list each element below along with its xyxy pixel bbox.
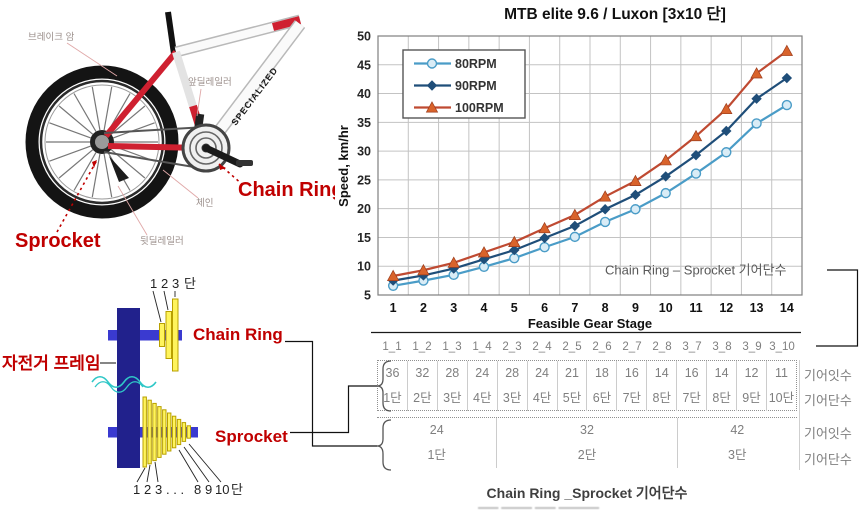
sprocket-digit: . . . bbox=[166, 482, 184, 497]
rear-derailleur-label: 뒷딜레일러 bbox=[140, 235, 184, 247]
brake-arm-label: 브레이크 암 bbox=[28, 31, 75, 43]
x-tick-label: 9 bbox=[632, 301, 639, 315]
y-tick-label: 25 bbox=[357, 173, 371, 187]
legend-label: 80RPM bbox=[455, 57, 497, 71]
chain-ring-schematic-label: Chain Ring bbox=[193, 325, 283, 344]
x-tick-label: 11 bbox=[689, 301, 702, 315]
legend: 80RPM 90RPM 100RPM bbox=[402, 49, 526, 119]
x-tick-label: 14 bbox=[780, 301, 794, 315]
speed-chart: MTB elite 9.6 / Luxon [3x10 단] 510152025… bbox=[336, 5, 803, 331]
wave-break-icon bbox=[91, 375, 157, 389]
legend-label: 100RPM bbox=[455, 101, 504, 115]
frame-schematic-label: 자전거 프레임 bbox=[2, 353, 101, 373]
y-axis-title: Speed, km/hr bbox=[336, 125, 351, 207]
wave-break-icon bbox=[94, 381, 144, 393]
rear-derailleur-part bbox=[109, 156, 129, 182]
x-tick-label: 4 bbox=[481, 301, 488, 315]
top-axle bbox=[108, 330, 182, 341]
bike-photo: SPECIALIZED 브레이크 암 앞딜레일러 체인 뒷딜레일러 bbox=[15, 11, 335, 252]
chain-ring-bars bbox=[159, 298, 179, 372]
y-tick-label: 40 bbox=[357, 87, 371, 101]
chainring-digit-suffix: 단 bbox=[184, 276, 196, 291]
x-tick-label: 1 bbox=[390, 301, 397, 315]
chainring-digit: 2 bbox=[161, 276, 168, 291]
y-tick-label: 50 bbox=[357, 30, 371, 44]
y-tick-label: 5 bbox=[364, 289, 371, 303]
sprocket-digit: 1 bbox=[133, 482, 140, 497]
x-tick-label: 6 bbox=[541, 301, 548, 315]
y-tick-label: 45 bbox=[357, 58, 371, 72]
gear-schematic: 1 2 3 단 1 2 3 . . . 8 9 10 단 bbox=[2, 276, 288, 497]
sprocket-digit-suffix: 단 bbox=[231, 482, 243, 497]
y-tick-label: 20 bbox=[357, 202, 371, 216]
x-tick-label: 10 bbox=[659, 301, 673, 315]
drivetrain bbox=[103, 113, 253, 182]
x-tick-label: 5 bbox=[511, 301, 518, 315]
y-tick-label: 10 bbox=[357, 260, 371, 274]
annotation-callout-line bbox=[816, 269, 859, 347]
y-tick-label: 35 bbox=[357, 116, 371, 130]
x-tick-label: 13 bbox=[750, 301, 764, 315]
chainring-digit: 1 bbox=[150, 276, 157, 291]
sprocket-digit: 9 bbox=[205, 482, 212, 497]
chainring-digit: 3 bbox=[172, 276, 179, 291]
sprocket-schematic-label: Sprocket bbox=[215, 427, 288, 446]
legend-label: 90RPM bbox=[455, 79, 497, 93]
sprocket-digit: 2 bbox=[144, 482, 151, 497]
sprocket-digit: 8 bbox=[194, 482, 201, 497]
sprocket-digit: 10 bbox=[215, 482, 229, 497]
y-tick-label: 15 bbox=[357, 231, 371, 245]
y-tick-label: 30 bbox=[357, 145, 371, 159]
chainring-connector-line bbox=[285, 340, 377, 447]
sprocket-digit: 3 bbox=[155, 482, 162, 497]
chart-annotation: Chain Ring – Sprocket 기어단수 bbox=[605, 263, 787, 278]
x-tick-label: 12 bbox=[719, 301, 733, 315]
sprocket-arrowhead-icon bbox=[92, 160, 97, 168]
sprocket-brace bbox=[376, 360, 392, 412]
chain-ring-photo-label: Chain Ring bbox=[238, 179, 335, 201]
x-tick-label: 8 bbox=[602, 301, 609, 315]
x-tick-label: 3 bbox=[450, 301, 457, 315]
sprocket-connector-line bbox=[290, 385, 377, 434]
chainring-brace bbox=[376, 419, 392, 471]
x-axis-title: Feasible Gear Stage bbox=[528, 316, 652, 331]
chart-title: MTB elite 9.6 / Luxon [3x10 단] bbox=[504, 5, 726, 23]
x-tick-label: 2 bbox=[420, 301, 427, 315]
sprocket-bars bbox=[142, 396, 192, 468]
chain-label: 체인 bbox=[196, 198, 213, 209]
sprocket-photo-label: Sprocket bbox=[15, 230, 101, 252]
series-100RPM bbox=[386, 44, 794, 281]
front-derailleur-label: 앞딜레일러 bbox=[188, 76, 232, 88]
frame-bar bbox=[117, 308, 140, 468]
chain-ring-arrowhead-icon bbox=[219, 164, 226, 170]
x-tick-label: 7 bbox=[571, 301, 578, 315]
